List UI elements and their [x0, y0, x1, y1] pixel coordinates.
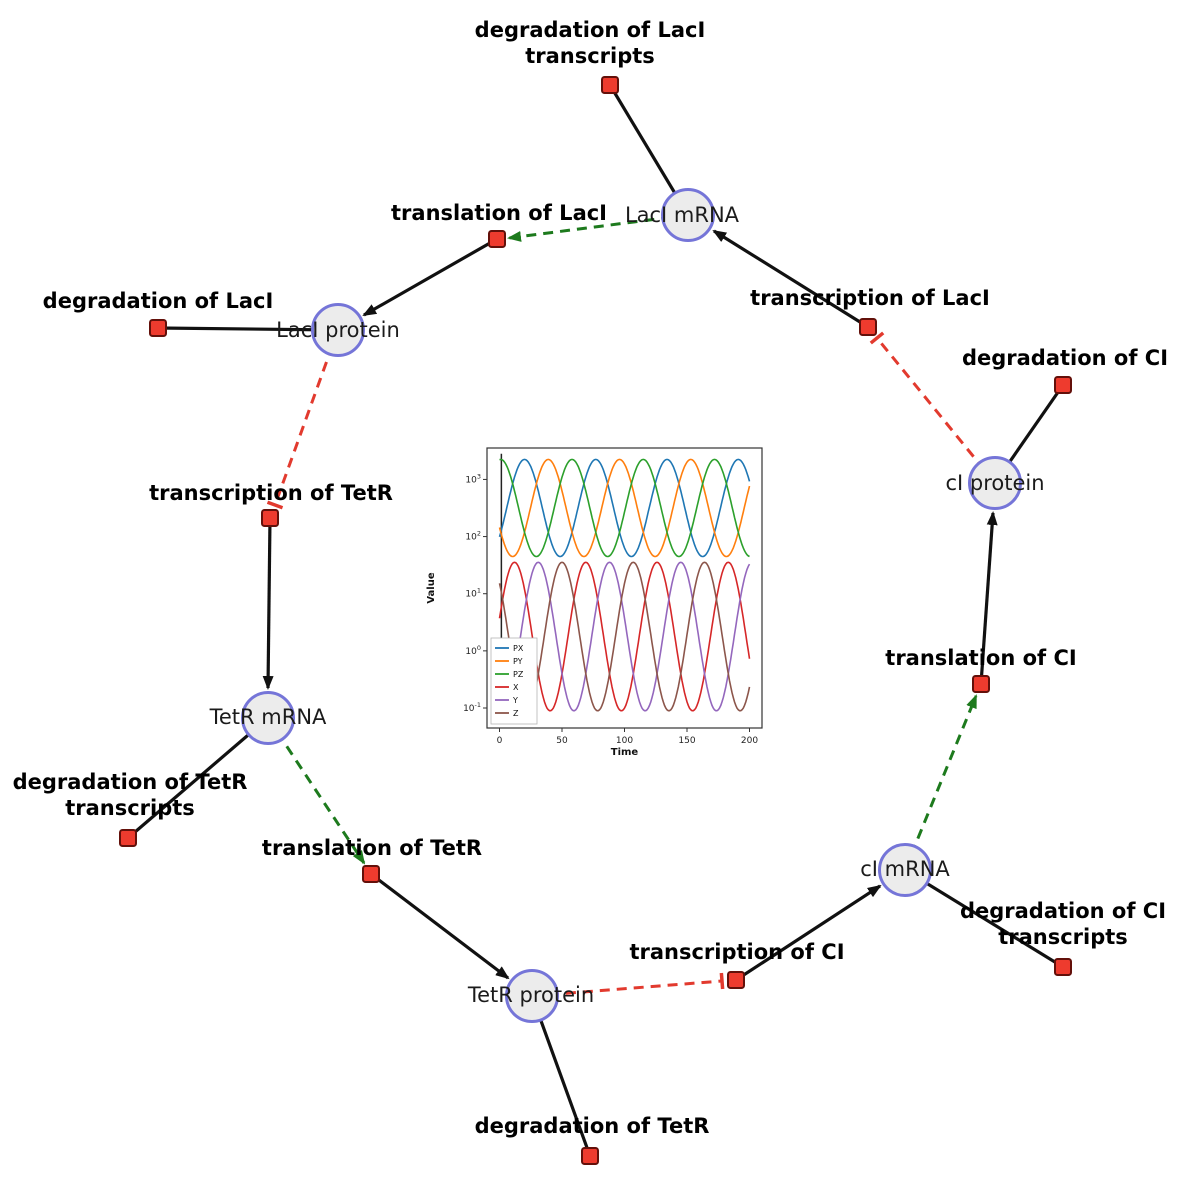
label-line: transcription of TetR — [149, 480, 393, 505]
chart-xlabel: Time — [611, 747, 639, 758]
label-line: transcription of LacI — [750, 285, 990, 310]
edge-laci-mrna-to-translation-laci — [507, 213, 689, 242]
species-node-ci-mrna — [878, 843, 932, 897]
species-label-laci-mrna: LacI mRNA — [624, 203, 740, 227]
species-label-tetr-protein: TetR protein — [467, 983, 595, 1007]
edge-tetr-protein-to-deg-tetr — [530, 995, 592, 1157]
reaction-node-translation-laci — [488, 230, 506, 248]
x-tick-label-150: 150 — [678, 736, 695, 746]
x-tick-label-0: 0 — [497, 736, 503, 746]
species-node-tetr-protein — [505, 969, 559, 1023]
reaction-label-translation-tetr: translation of TetR — [262, 835, 482, 861]
edge-tetr-mrna-to-translation-tetr — [266, 717, 366, 865]
reaction-label-deg-tetr: degradation of TetR — [475, 1113, 710, 1139]
reaction-label-transcription-laci: transcription of LacI — [750, 285, 990, 311]
reaction-node-deg-tetr-transcripts — [119, 829, 137, 847]
label-line: degradation of TetR — [12, 769, 248, 794]
reaction-label-transcription-ci: transcription of CI — [629, 939, 844, 965]
species-node-laci-mrna — [661, 188, 715, 242]
species-node-tetr-mrna — [241, 691, 295, 745]
reaction-label-translation-laci: translation of LacI — [391, 200, 607, 226]
label-line: degradation of TetR — [474, 1113, 710, 1138]
chart-series-PX — [498, 458, 751, 558]
label-line: translation of LacI — [391, 200, 607, 225]
species-label-laci-protein: LacI protein — [276, 318, 400, 342]
chart-series-Y — [498, 561, 751, 712]
chart-ylabel: Value — [426, 572, 437, 603]
legend-label-Z: Z — [513, 709, 519, 718]
reaction-label-transcription-tetr: transcription of TetR — [149, 480, 393, 506]
chart-legend — [490, 637, 538, 725]
reaction-node-deg-laci — [149, 319, 167, 337]
label-line: transcripts — [998, 925, 1128, 949]
label-line: transcripts — [525, 44, 655, 68]
edge-translation-ci-to-ci-protein — [979, 511, 998, 685]
edge-ci-mrna-to-translation-ci — [903, 694, 978, 871]
reaction-node-deg-laci-transcripts — [601, 76, 619, 94]
reaction-node-translation-tetr — [362, 865, 380, 883]
species-label-tetr-mrna: TetR mRNA — [209, 705, 327, 729]
label-line: translation of TetR — [261, 835, 483, 860]
edge-translation-laci-to-laci-protein — [362, 237, 498, 317]
reaction-label-deg-laci-transcripts: degradation of LacI transcripts — [475, 17, 706, 70]
edge-tetr-mrna-to-deg-tetr-transcripts — [126, 716, 270, 840]
edge-laci-protein-to-deg-laci — [157, 326, 339, 332]
x-tick-label-200: 200 — [741, 736, 758, 746]
edge-laci-protein-inhibits-transcription-tetr — [266, 329, 340, 510]
species-node-ci-protein — [968, 456, 1022, 510]
legend-label-X: X — [513, 683, 519, 692]
legend-label-PX: PX — [513, 644, 524, 653]
legend-label-PZ: PZ — [513, 670, 524, 679]
reaction-node-transcription-ci — [727, 971, 745, 989]
edge-ci-protein-inhibits-transcription-laci — [869, 331, 997, 484]
reaction-node-deg-tetr — [581, 1147, 599, 1165]
reaction-label-deg-laci: degradation of LacI — [43, 288, 274, 314]
label-line: degradation of CI — [959, 898, 1167, 923]
y-tick-label-10e2: 102 — [465, 530, 481, 543]
y-tick-label-10e0: 100 — [465, 644, 481, 657]
chart-series-PY — [498, 458, 751, 558]
x-tick-label-100: 100 — [616, 736, 633, 746]
y-tick-label-10e1: 101 — [465, 587, 481, 600]
label-line: transcription of CI — [629, 939, 845, 964]
x-tick-label-50: 50 — [556, 736, 568, 746]
edge-transcription-laci-to-laci-mrna — [712, 229, 869, 329]
legend-label-Y: Y — [512, 696, 518, 705]
reaction-node-deg-ci-transcripts — [1054, 958, 1072, 976]
species-label-ci-mrna: cI mRNA — [860, 857, 950, 881]
label-line: translation of CI — [885, 645, 1077, 670]
reaction-node-transcription-tetr — [261, 509, 279, 527]
y-tick-label-10e3: 103 — [465, 472, 481, 485]
label-line: degradation of CI — [961, 345, 1169, 370]
species-node-laci-protein — [311, 303, 365, 357]
reaction-label-translation-ci: translation of CI — [885, 645, 1076, 671]
edge-transcription-ci-to-ci-mrna — [735, 884, 882, 982]
y-tick-label-10e-1: 10-1 — [463, 701, 481, 714]
label-line: degradation of LacI — [42, 288, 274, 313]
reaction-label-deg-ci: degradation of CI — [962, 345, 1168, 371]
label-line: transcripts — [65, 796, 195, 820]
species-label-ci-protein: cI protein — [945, 471, 1045, 495]
edge-transcription-tetr-to-tetr-mrna — [262, 517, 274, 690]
label-line: degradation of LacI — [474, 17, 706, 42]
edge-translation-tetr-to-tetr-protein — [370, 872, 510, 980]
legend-label-PY: PY — [513, 657, 523, 666]
edge-ci-mrna-to-deg-ci-transcripts — [904, 868, 1064, 969]
chart-series-PZ — [499, 458, 750, 558]
edge-tetr-protein-inhibits-transcription-ci — [531, 972, 725, 998]
chart-series-Z — [498, 561, 751, 712]
reaction-label-deg-ci-transcripts: degradation of CI transcripts — [960, 898, 1166, 951]
reaction-node-transcription-laci — [859, 318, 877, 336]
chart-series-X — [498, 561, 751, 712]
reaction-node-deg-ci — [1054, 376, 1072, 394]
reaction-label-deg-tetr-transcripts: degradation of TetR transcripts — [13, 769, 248, 822]
inset-simulation-chart: 0 50 100 150 200 10-1 100 101 102 103 Time Value PX P… — [426, 447, 763, 758]
reaction-node-translation-ci — [972, 675, 990, 693]
